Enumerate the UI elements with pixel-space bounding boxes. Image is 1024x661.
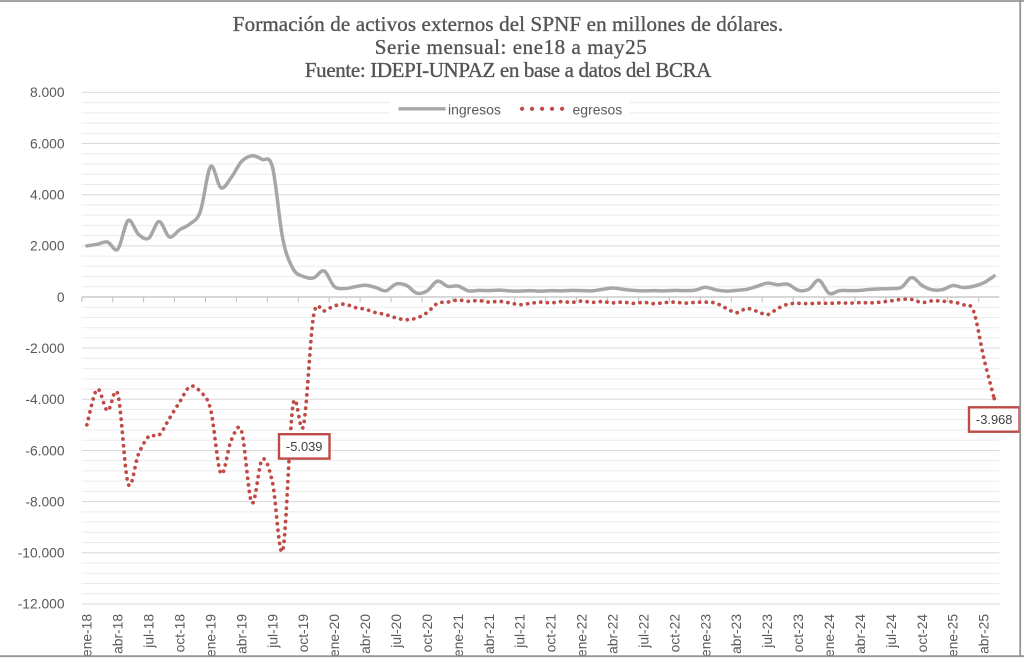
svg-text:jul-19: jul-19 <box>265 614 280 649</box>
svg-text:oct-23: oct-23 <box>791 614 806 653</box>
svg-text:jul-24: jul-24 <box>884 614 899 649</box>
svg-text:ene-20: ene-20 <box>327 614 342 657</box>
svg-text:Serie mensual: ene18 a may25: Serie mensual: ene18 a may25 <box>375 35 648 59</box>
svg-text:-2.000: -2.000 <box>25 341 64 356</box>
svg-text:2.000: 2.000 <box>30 239 65 254</box>
svg-text:Formación de activos externos: Formación de activos externos del SPNF e… <box>233 12 783 36</box>
svg-text:jul-23: jul-23 <box>760 614 775 649</box>
svg-text:abr-20: abr-20 <box>358 614 373 654</box>
svg-text:egresos: egresos <box>573 102 623 118</box>
svg-text:ene-19: ene-19 <box>203 614 218 657</box>
svg-text:-8.000: -8.000 <box>25 494 64 509</box>
svg-text:jul-21: jul-21 <box>513 614 528 649</box>
svg-text:4.000: 4.000 <box>30 188 65 203</box>
svg-text:jul-20: jul-20 <box>389 614 404 649</box>
svg-text:ene-23: ene-23 <box>698 614 713 657</box>
svg-text:oct-18: oct-18 <box>172 614 187 653</box>
svg-text:ingresos: ingresos <box>448 102 501 118</box>
svg-text:abr-21: abr-21 <box>482 614 497 654</box>
svg-text:-12.000: -12.000 <box>18 597 65 612</box>
svg-text:oct-19: oct-19 <box>296 614 311 653</box>
svg-text:ene-18: ene-18 <box>80 614 95 657</box>
svg-text:abr-18: abr-18 <box>111 614 126 654</box>
svg-text:ene-24: ene-24 <box>822 614 837 657</box>
svg-text:abr-24: abr-24 <box>853 614 868 654</box>
svg-text:-10.000: -10.000 <box>18 546 65 561</box>
svg-text:abr-25: abr-25 <box>977 614 992 654</box>
svg-text:-3.968: -3.968 <box>976 412 1013 427</box>
svg-text:oct-24: oct-24 <box>915 614 930 653</box>
svg-text:abr-19: abr-19 <box>234 614 249 654</box>
svg-text:0: 0 <box>57 290 65 305</box>
svg-text:oct-21: oct-21 <box>544 614 559 652</box>
svg-text:Fuente: IDEPI-UNPAZ en base a: Fuente: IDEPI-UNPAZ en base a datos del … <box>305 58 712 82</box>
svg-text:-5.039: -5.039 <box>286 439 323 454</box>
svg-text:jul-22: jul-22 <box>636 614 651 649</box>
svg-text:abr-22: abr-22 <box>606 614 621 654</box>
svg-text:jul-18: jul-18 <box>142 614 157 649</box>
svg-text:abr-23: abr-23 <box>729 614 744 654</box>
svg-text:ene-21: ene-21 <box>451 614 466 657</box>
svg-text:-4.000: -4.000 <box>25 392 64 407</box>
svg-text:oct-20: oct-20 <box>420 614 435 653</box>
svg-text:-6.000: -6.000 <box>25 443 64 458</box>
svg-text:oct-22: oct-22 <box>667 614 682 652</box>
svg-text:8.000: 8.000 <box>30 85 65 100</box>
svg-text:6.000: 6.000 <box>30 136 65 151</box>
svg-text:ene-22: ene-22 <box>575 614 590 657</box>
svg-text:ene-25: ene-25 <box>946 614 961 657</box>
